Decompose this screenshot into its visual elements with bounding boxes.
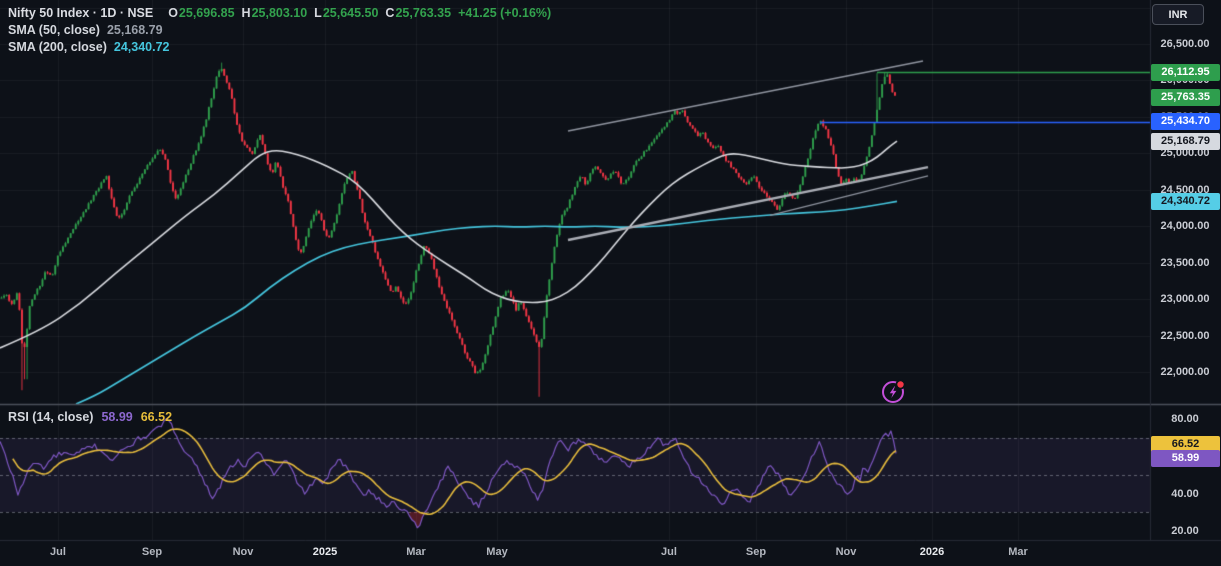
- rsi-tick: 80.00: [1171, 413, 1199, 426]
- rsi-tick: 20.00: [1171, 524, 1199, 537]
- time-tick: 2025: [312, 546, 338, 558]
- price-tick: 22,500.00: [1160, 329, 1210, 342]
- time-tick: Mar: [1008, 546, 1028, 558]
- time-tick: Nov: [835, 546, 857, 558]
- price-tick: 23,500.00: [1160, 256, 1210, 269]
- price-axis[interactable]: 26,500.0026,000.0025,500.0025,000.0024,5…: [1150, 0, 1221, 540]
- price-badge: 25,168.79: [1151, 132, 1220, 150]
- rsi-badge: 58.99: [1151, 449, 1220, 467]
- price-badge: 25,434.70: [1151, 113, 1220, 131]
- time-tick: Jul: [50, 546, 66, 558]
- price-badge: 24,340.72: [1151, 192, 1220, 210]
- time-tick: Jul: [661, 546, 677, 558]
- time-tick: Mar: [406, 546, 426, 558]
- price-tick: 24,000.00: [1160, 220, 1210, 233]
- price-tick: 23,000.00: [1160, 293, 1210, 306]
- time-tick: May: [486, 546, 508, 558]
- rsi-badge: 66.52: [1151, 435, 1220, 453]
- price-badge: 25,763.35: [1151, 89, 1220, 107]
- time-tick: Sep: [745, 546, 767, 558]
- time-tick: Nov: [232, 546, 254, 558]
- time-tick: 2026: [919, 546, 945, 558]
- flash-events-icon[interactable]: [879, 377, 907, 405]
- time-tick: Sep: [141, 546, 163, 558]
- price-tick: 24,500.00: [1160, 183, 1210, 196]
- price-badge: 26,112.95: [1151, 63, 1220, 81]
- price-tick: 22,000.00: [1160, 366, 1210, 378]
- price-tick: 25,000.00: [1160, 147, 1210, 160]
- currency-button[interactable]: INR: [1152, 4, 1204, 25]
- time-axis[interactable]: Jul Sep Nov 2025 Mar May Jul Sep Nov 2026 Mar: [0, 541, 1221, 566]
- price-tick: 26,500.00: [1160, 38, 1210, 51]
- rsi-tick: 40.00: [1171, 487, 1199, 500]
